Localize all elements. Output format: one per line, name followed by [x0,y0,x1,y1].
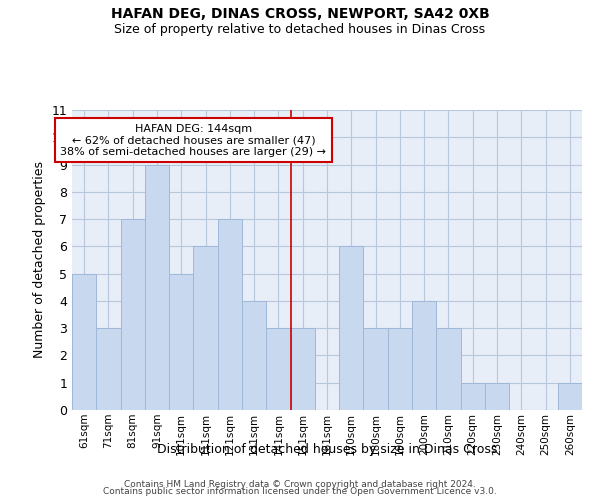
Text: Distribution of detached houses by size in Dinas Cross: Distribution of detached houses by size … [157,442,497,456]
Bar [388,328,412,410]
Bar [266,328,290,410]
Text: HAFAN DEG: 144sqm
← 62% of detached houses are smaller (47)
38% of semi-detached: HAFAN DEG: 144sqm ← 62% of detached hous… [61,124,326,157]
Text: HAFAN DEG, DINAS CROSS, NEWPORT, SA42 0XB: HAFAN DEG, DINAS CROSS, NEWPORT, SA42 0X… [110,8,490,22]
Bar [72,274,96,410]
Text: Contains public sector information licensed under the Open Government Licence v3: Contains public sector information licen… [103,488,497,496]
Bar [461,382,485,410]
Bar [145,164,169,410]
Bar [364,328,388,410]
Bar [412,301,436,410]
Bar [96,328,121,410]
Bar [558,382,582,410]
Bar [169,274,193,410]
Bar [436,328,461,410]
Bar [193,246,218,410]
Bar [121,219,145,410]
Bar [290,328,315,410]
Bar [339,246,364,410]
Bar [485,382,509,410]
Bar [242,301,266,410]
Text: Size of property relative to detached houses in Dinas Cross: Size of property relative to detached ho… [115,22,485,36]
Y-axis label: Number of detached properties: Number of detached properties [33,162,46,358]
Text: Contains HM Land Registry data © Crown copyright and database right 2024.: Contains HM Land Registry data © Crown c… [124,480,476,489]
Bar [218,219,242,410]
